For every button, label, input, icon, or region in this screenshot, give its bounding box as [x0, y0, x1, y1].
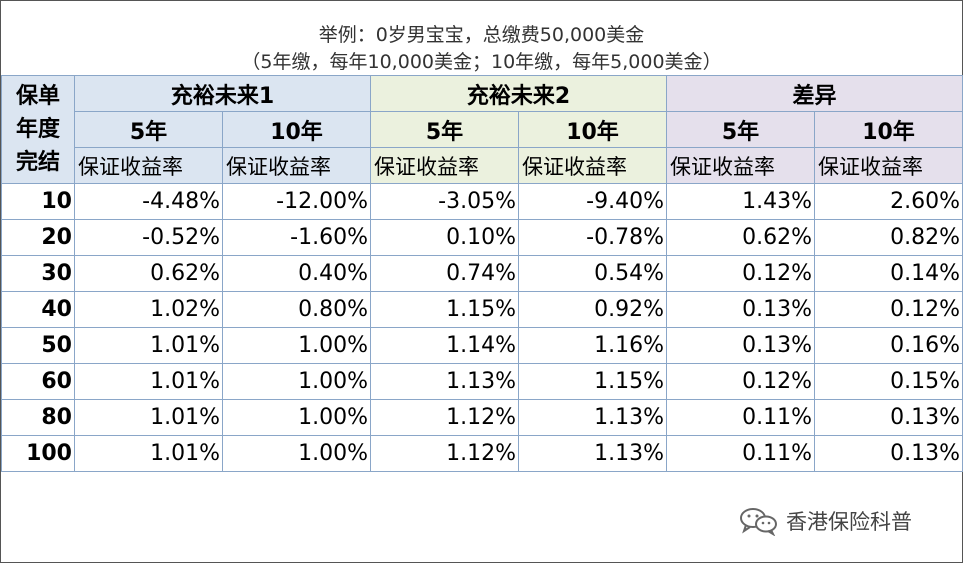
period-header: 5年	[666, 111, 815, 148]
yield-value-cell: -1.60%	[222, 219, 371, 256]
yield-value-cell: -0.52%	[74, 219, 223, 256]
period-header: 5年	[370, 111, 519, 148]
yield-value-cell: 2.60%	[813, 183, 963, 220]
yield-value-cell: 0.62%	[666, 219, 815, 256]
table-row: 50 1.01% 1.00% 1.14% 1.16% 0.13% 0.16%	[1, 327, 963, 364]
yield-value-cell: 0.80%	[222, 291, 371, 328]
policy-year-cell: 20	[1, 219, 75, 256]
yield-value-cell: 0.14%	[813, 255, 963, 292]
policy-year-header-line-1: 保单	[15, 84, 60, 109]
policy-year-header: 保单 年度 完结	[1, 75, 75, 184]
yield-value-cell: 1.13%	[370, 363, 519, 400]
watermark: 香港保险科普	[738, 506, 912, 536]
metric-header: 保证收益率	[518, 147, 667, 184]
yield-value-cell: 0.40%	[222, 255, 371, 292]
table-row: 100 1.01% 1.00% 1.12% 1.13% 0.11% 0.13%	[1, 435, 963, 472]
policy-year-cell: 40	[1, 291, 75, 328]
table-row: 20 -0.52% -1.60% 0.10% -0.78% 0.62% 0.82%	[1, 219, 963, 256]
yield-value-cell: 1.43%	[666, 183, 815, 220]
policy-year-header-line-3: 完结	[15, 150, 60, 175]
yield-value-cell: 0.12%	[666, 363, 815, 400]
yield-value-cell: 0.13%	[813, 435, 963, 472]
yield-value-cell: 1.15%	[370, 291, 519, 328]
table-row: 10 -4.48% -12.00% -3.05% -9.40% 1.43% 2.60%	[1, 183, 963, 220]
yield-value-cell: 1.02%	[74, 291, 223, 328]
period-header: 10年	[518, 111, 667, 148]
yield-value-cell: -9.40%	[518, 183, 667, 220]
caption-line-1: 举例：0岁男宝宝，总缴费50,000美金	[318, 24, 645, 46]
yield-value-cell: 0.74%	[370, 255, 519, 292]
period-header: 10年	[222, 111, 371, 148]
metric-header: 保证收益率	[222, 147, 371, 184]
yield-value-cell: 1.01%	[74, 363, 223, 400]
yield-value-cell: 1.13%	[518, 435, 667, 472]
yield-value-cell: 1.00%	[222, 435, 371, 472]
group-header-plan-1: 充裕未来1	[74, 75, 371, 112]
yield-value-cell: 0.54%	[518, 255, 667, 292]
caption-line-2: （5年缴，每年10,000美金；10年缴，每年5,000美金）	[241, 51, 722, 73]
yield-value-cell: 1.01%	[74, 327, 223, 364]
table-row: 40 1.02% 0.80% 1.15% 0.92% 0.13% 0.12%	[1, 291, 963, 328]
policy-year-cell: 80	[1, 399, 75, 436]
yield-value-cell: -4.48%	[74, 183, 223, 220]
yield-value-cell: 1.14%	[370, 327, 519, 364]
policy-year-cell: 100	[1, 435, 75, 472]
yield-value-cell: 0.12%	[813, 291, 963, 328]
yield-value-cell: 1.01%	[74, 399, 223, 436]
yield-value-cell: 0.62%	[74, 255, 223, 292]
yield-value-cell: 0.13%	[666, 291, 815, 328]
metric-header: 保证收益率	[74, 147, 223, 184]
yield-value-cell: -12.00%	[222, 183, 371, 220]
yield-value-cell: 0.15%	[813, 363, 963, 400]
yield-value-cell: 1.13%	[518, 399, 667, 436]
yield-value-cell: 0.16%	[813, 327, 963, 364]
yield-value-cell: 0.10%	[370, 219, 519, 256]
table-row: 30 0.62% 0.40% 0.74% 0.54% 0.12% 0.14%	[1, 255, 963, 292]
watermark-text: 香港保险科普	[786, 510, 912, 534]
yield-value-cell: 1.16%	[518, 327, 667, 364]
yield-value-cell: 1.00%	[222, 363, 371, 400]
policy-year-cell: 60	[1, 363, 75, 400]
yield-value-cell: 1.00%	[222, 399, 371, 436]
yield-value-cell: 0.12%	[666, 255, 815, 292]
yield-value-cell: 1.12%	[370, 435, 519, 472]
yield-value-cell: 0.82%	[813, 219, 963, 256]
metric-header: 保证收益率	[666, 147, 815, 184]
metric-header: 保证收益率	[813, 147, 963, 184]
group-header-difference: 差异	[665, 75, 963, 112]
yield-value-cell: 0.13%	[666, 327, 815, 364]
wechat-icon	[740, 508, 777, 536]
table-row: 60 1.01% 1.00% 1.13% 1.15% 0.12% 0.15%	[1, 363, 963, 400]
policy-year-cell: 50	[1, 327, 75, 364]
group-header-plan-2: 充裕未来2	[370, 75, 667, 112]
yield-value-cell: 0.11%	[666, 399, 815, 436]
policy-year-header-line-2: 年度	[15, 117, 60, 142]
yield-value-cell: -0.78%	[518, 219, 667, 256]
yield-value-cell: 0.11%	[666, 435, 815, 472]
table-row: 80 1.01% 1.00% 1.12% 1.13% 0.11% 0.13%	[1, 399, 963, 436]
yield-comparison-table: 保单 年度 完结 充裕未来1 充裕未来2 差异 5年 10年 5年 10年 5年…	[1, 75, 963, 472]
yield-value-cell: -3.05%	[370, 183, 519, 220]
yield-value-cell: 0.92%	[518, 291, 667, 328]
policy-year-cell: 30	[1, 255, 75, 292]
period-header: 10年	[813, 111, 963, 148]
policy-year-cell: 10	[1, 183, 75, 220]
metric-header: 保证收益率	[370, 147, 519, 184]
yield-value-cell: 1.01%	[74, 435, 223, 472]
yield-value-cell: 0.13%	[813, 399, 963, 436]
period-header: 5年	[74, 111, 223, 148]
yield-value-cell: 1.15%	[518, 363, 667, 400]
yield-value-cell: 1.12%	[370, 399, 519, 436]
yield-value-cell: 1.00%	[222, 327, 371, 364]
